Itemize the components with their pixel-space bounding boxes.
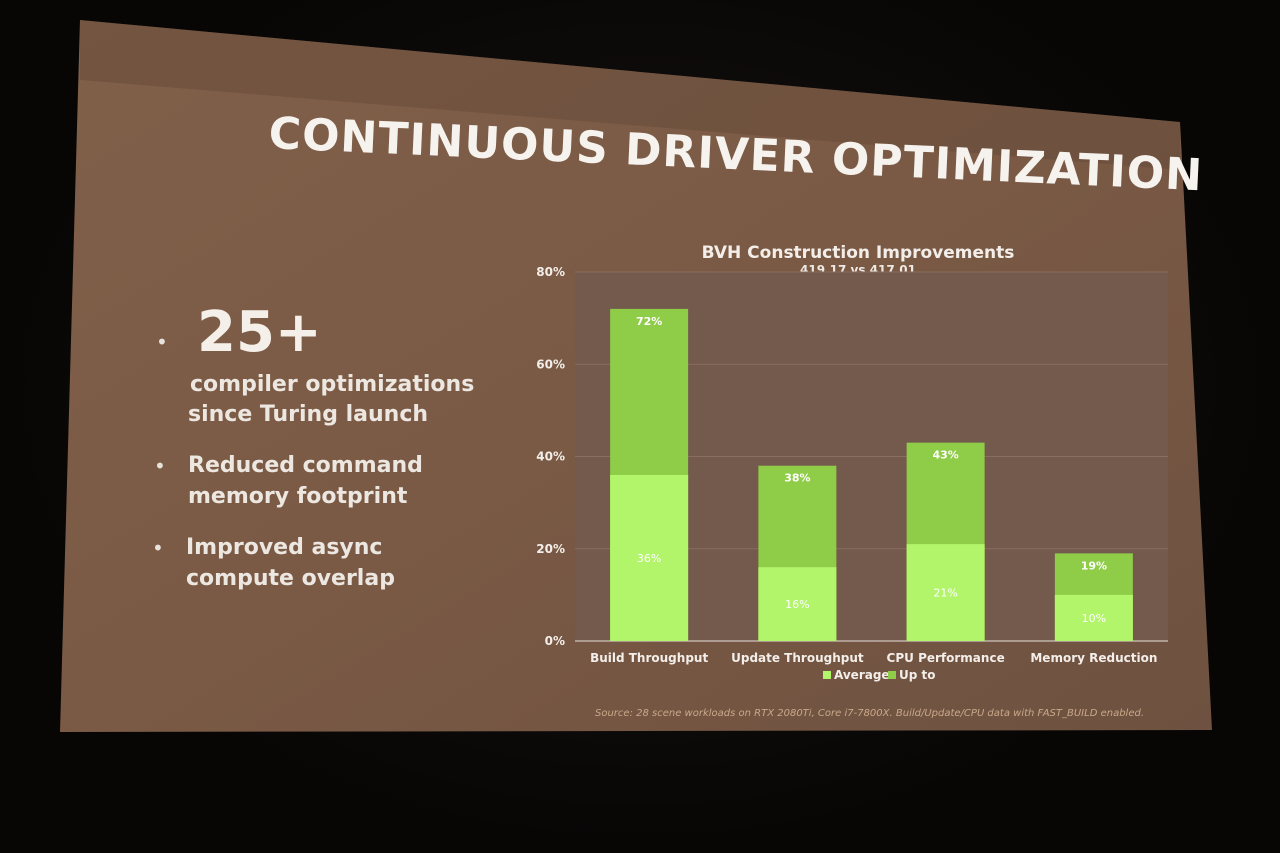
legend-swatch-average — [823, 671, 831, 679]
bullet-line: since Turing launch — [188, 402, 429, 427]
x-category-label: Memory Reduction — [1030, 651, 1157, 665]
data-label-average: 10% — [1082, 612, 1106, 625]
x-category-label: CPU Performance — [887, 651, 1005, 665]
bullet-highlight-number: 25+ — [197, 300, 322, 365]
y-tick-label: 40% — [536, 450, 565, 464]
source-note: Source: 28 scene workloads on RTX 2080Ti… — [595, 708, 1144, 719]
bar-average — [1054, 594, 1133, 641]
legend-swatch-up-to — [888, 671, 896, 679]
bar-average — [758, 567, 837, 641]
bullet-line: memory footprint — [188, 484, 408, 509]
data-label-up-to: 19% — [1081, 559, 1107, 572]
x-category-label: Update Throughput — [731, 651, 864, 665]
bullet-line: Improved async — [186, 535, 383, 560]
data-label-average: 21% — [933, 587, 957, 600]
x-category-label: Build Throughput — [590, 651, 708, 665]
bullet-dot: • — [156, 330, 168, 354]
y-tick-label: 20% — [536, 542, 565, 556]
data-label-average: 36% — [637, 552, 661, 565]
bar-average — [610, 474, 689, 641]
data-label-up-to: 43% — [932, 449, 958, 462]
data-label-up-to: 72% — [636, 315, 662, 328]
data-label-up-to: 38% — [784, 472, 810, 485]
bullet-line: compiler optimizations — [190, 372, 475, 397]
legend-label-average: Average — [834, 668, 890, 682]
legend-label-up-to: Up to — [899, 668, 936, 682]
bullet-dot: • — [154, 454, 166, 478]
data-label-average: 16% — [785, 598, 809, 611]
y-tick-label: 80% — [536, 265, 565, 279]
bullet-line: compute overlap — [186, 566, 395, 591]
chart-title: BVH Construction Improvements — [702, 243, 1015, 263]
y-tick-label: 0% — [545, 634, 565, 648]
bullet-line: Reduced command — [188, 453, 423, 478]
bar-average — [906, 544, 985, 641]
slide-top-shading — [80, 20, 1180, 170]
bullet-dot: • — [152, 536, 164, 560]
y-tick-label: 60% — [536, 357, 565, 371]
